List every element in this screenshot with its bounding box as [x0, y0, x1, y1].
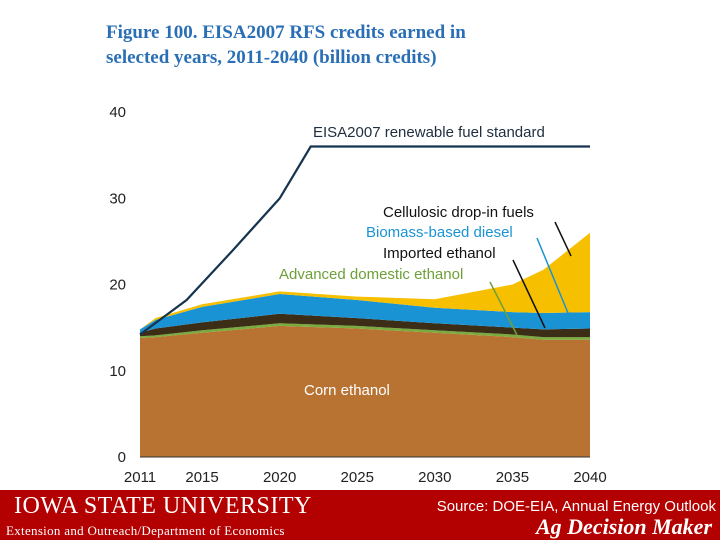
- area-cellulosic-drop-in-fuels: [140, 232, 590, 330]
- label-imported: Imported ethanol: [383, 245, 496, 262]
- label-biodiesel: Biomass-based diesel: [366, 224, 513, 241]
- area-imported-ethanol: [140, 313, 590, 338]
- rfs-line-group: [139, 145, 590, 336]
- x-tick-labels: 2011 2015 2020 2025 2030 2035 2040: [124, 469, 607, 486]
- footer-bar: [0, 490, 720, 540]
- y-tick-labels: 0 10 20 30 40: [109, 104, 126, 466]
- leader-imported: [512, 259, 546, 329]
- chart-title: Figure 100. EISA2007 RFS credits earned …: [106, 20, 626, 70]
- x-tick-label: 2020: [263, 469, 296, 486]
- chart-title-line-2: selected years, 2011-2040 (billion credi…: [106, 47, 437, 68]
- brand-text: Ag Decision Maker: [536, 514, 712, 539]
- x-tick-label: 2025: [341, 469, 374, 486]
- area-corn-ethanol: [140, 325, 590, 457]
- y-tick-label: 30: [109, 190, 126, 207]
- x-tick-label: 2011: [124, 469, 156, 486]
- leader-advanced: [489, 281, 518, 336]
- y-tick-label: 40: [109, 104, 126, 121]
- x-tick-label: 2035: [496, 469, 529, 486]
- rfs-line: [139, 145, 590, 336]
- label-advanced: Advanced domestic ethanol: [279, 266, 463, 283]
- label-cellulosic: Cellulosic drop-in fuels: [383, 204, 534, 221]
- y-tick-label: 10: [109, 363, 126, 380]
- y-tick-label: 0: [118, 449, 126, 466]
- area-series-group: [140, 232, 590, 457]
- annotation-leader-lines: [489, 221, 572, 336]
- extension-text: Extension and Outreach/Department of Eco…: [6, 523, 285, 538]
- x-tick-label: 2040: [573, 469, 606, 486]
- area-advanced-domestic-ethanol: [140, 323, 590, 340]
- leader-cellulosic: [554, 221, 572, 257]
- chart-title-line-1: Figure 100. EISA2007 RFS credits earned …: [106, 22, 466, 43]
- label-corn: Corn ethanol: [304, 382, 390, 399]
- label-rfs: EISA2007 renewable fuel standard: [313, 124, 545, 141]
- x-tick-label: 2030: [418, 469, 451, 486]
- area-biomass-based-diesel: [140, 294, 590, 333]
- x-tick-label: 2015: [185, 469, 218, 486]
- y-tick-label: 20: [109, 277, 126, 294]
- leader-biodiesel: [536, 237, 569, 314]
- source-text: Source: DOE-EIA, Annual Energy Outlook: [436, 498, 716, 515]
- university-name: IOWA STATE UNIVERSITY: [14, 493, 312, 519]
